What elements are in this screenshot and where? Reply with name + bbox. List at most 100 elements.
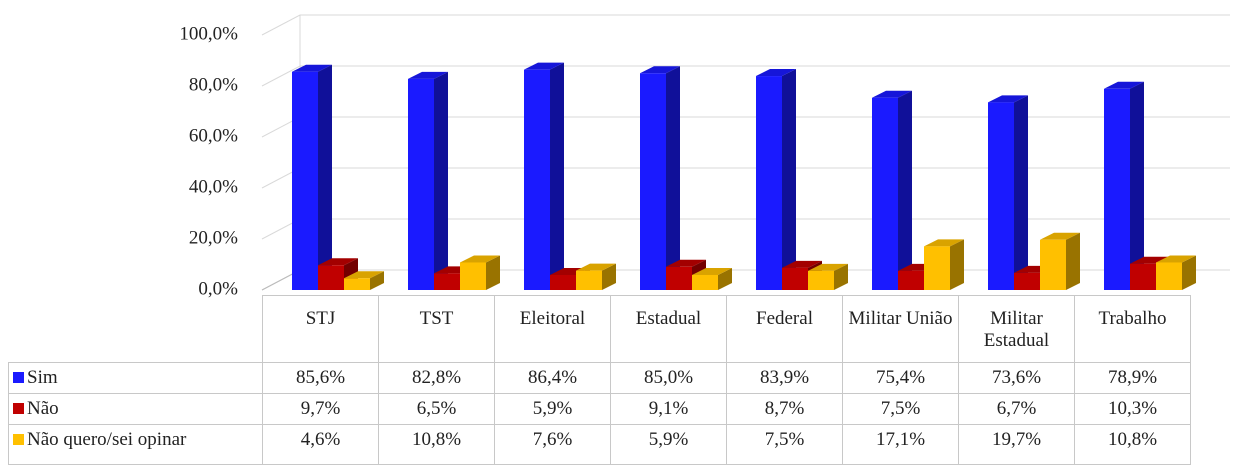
legend-swatch bbox=[13, 434, 24, 445]
bar-side bbox=[1014, 95, 1028, 290]
grid-line bbox=[261, 167, 1230, 189]
bar-top bbox=[872, 90, 912, 98]
bar bbox=[1014, 272, 1040, 290]
cell-text: 78,9% bbox=[1107, 367, 1158, 388]
bar-side bbox=[550, 62, 564, 291]
category-label: Federal bbox=[726, 295, 843, 363]
cell-text: STJ bbox=[305, 308, 336, 329]
bar-top bbox=[344, 271, 384, 279]
bar bbox=[756, 76, 782, 291]
bar bbox=[872, 97, 898, 290]
bar-side bbox=[1066, 232, 1080, 290]
value-label: 6,5% bbox=[378, 393, 495, 425]
cell-text: 7,5% bbox=[880, 398, 921, 419]
bar bbox=[292, 71, 318, 290]
bar bbox=[318, 265, 344, 290]
cell-text: 8,7% bbox=[764, 398, 805, 419]
cell-text: 5,9% bbox=[532, 398, 573, 419]
bar-top bbox=[924, 239, 964, 247]
bar-side bbox=[898, 90, 912, 290]
bar-side bbox=[602, 263, 616, 290]
category-label: TST bbox=[378, 295, 495, 363]
category-label: Militar União bbox=[842, 295, 959, 363]
bar bbox=[640, 73, 666, 290]
bar bbox=[550, 274, 576, 290]
bar-top bbox=[576, 263, 616, 271]
value-label: 85,0% bbox=[610, 362, 727, 394]
bar-side bbox=[718, 267, 732, 290]
value-label: 4,6% bbox=[262, 424, 379, 465]
cell-text: 83,9% bbox=[759, 367, 810, 388]
cell-text: 10,8% bbox=[411, 429, 462, 450]
value-label: 73,6% bbox=[958, 362, 1075, 394]
bar-side bbox=[782, 69, 796, 291]
value-label: 9,1% bbox=[610, 393, 727, 425]
bar-side bbox=[950, 239, 964, 290]
cell-text: 86,4% bbox=[527, 367, 578, 388]
legend-swatch bbox=[13, 372, 24, 383]
legend-entry: Sim bbox=[8, 362, 263, 394]
y-tick-label: 80,0% bbox=[189, 74, 238, 95]
bar bbox=[1156, 262, 1182, 290]
value-label: 7,6% bbox=[494, 424, 611, 465]
bar-top bbox=[666, 259, 706, 267]
cell-text: 85,0% bbox=[643, 367, 694, 388]
bar bbox=[1040, 239, 1066, 290]
category-label: Estadual bbox=[610, 295, 727, 363]
bar bbox=[1130, 263, 1156, 290]
bar bbox=[666, 266, 692, 290]
bar-top bbox=[1130, 256, 1170, 264]
bar bbox=[408, 78, 434, 290]
category-label: STJ bbox=[262, 295, 379, 363]
bar-top bbox=[756, 69, 796, 77]
category-label: Trabalho bbox=[1074, 295, 1191, 363]
value-label: 5,9% bbox=[494, 393, 611, 425]
cell-text: Federal bbox=[756, 308, 813, 329]
category-label: Militar Estadual bbox=[958, 295, 1075, 363]
bar-top bbox=[524, 62, 564, 70]
grid-line bbox=[261, 116, 1230, 138]
cell-text: 7,6% bbox=[532, 429, 573, 450]
value-label: 10,8% bbox=[378, 424, 495, 465]
value-label: 10,8% bbox=[1074, 424, 1191, 465]
bar bbox=[782, 267, 808, 290]
bar-top bbox=[1040, 232, 1080, 240]
bar-top bbox=[318, 258, 358, 266]
bar bbox=[1104, 88, 1130, 291]
value-label: 75,4% bbox=[842, 362, 959, 394]
category-label: Eleitoral bbox=[494, 295, 611, 363]
cell-text: 9,7% bbox=[300, 398, 341, 419]
cell-text: 10,8% bbox=[1107, 429, 1158, 450]
cell-text: Militar União bbox=[848, 308, 953, 329]
cell-text: 82,8% bbox=[411, 367, 462, 388]
bar bbox=[692, 274, 718, 290]
cell-text: TST bbox=[419, 308, 454, 329]
y-tick-label: 40,0% bbox=[189, 176, 238, 197]
value-label: 9,7% bbox=[262, 393, 379, 425]
grid-line bbox=[261, 269, 1230, 291]
value-label: 86,4% bbox=[494, 362, 611, 394]
bar-side bbox=[486, 255, 500, 290]
bar bbox=[576, 270, 602, 290]
bar-top bbox=[782, 260, 822, 268]
cell-text: 4,6% bbox=[300, 429, 341, 450]
cell-text: 75,4% bbox=[875, 367, 926, 388]
cell-text: 10,3% bbox=[1107, 398, 1158, 419]
value-label: 83,9% bbox=[726, 362, 843, 394]
bar bbox=[434, 273, 460, 290]
legend-text: Não quero/sei opinar bbox=[27, 429, 187, 450]
cell-text: 19,7% bbox=[991, 429, 1042, 450]
value-label: 17,1% bbox=[842, 424, 959, 465]
value-label: 7,5% bbox=[726, 424, 843, 465]
legend-entry: Não quero/sei opinar bbox=[8, 424, 263, 465]
grid-line bbox=[261, 14, 1230, 36]
bar bbox=[524, 69, 550, 291]
bar-top bbox=[640, 66, 680, 74]
bar-side bbox=[834, 263, 848, 290]
bar bbox=[988, 102, 1014, 290]
cell-text: 7,5% bbox=[764, 429, 805, 450]
value-label: 7,5% bbox=[842, 393, 959, 425]
value-label: 82,8% bbox=[378, 362, 495, 394]
